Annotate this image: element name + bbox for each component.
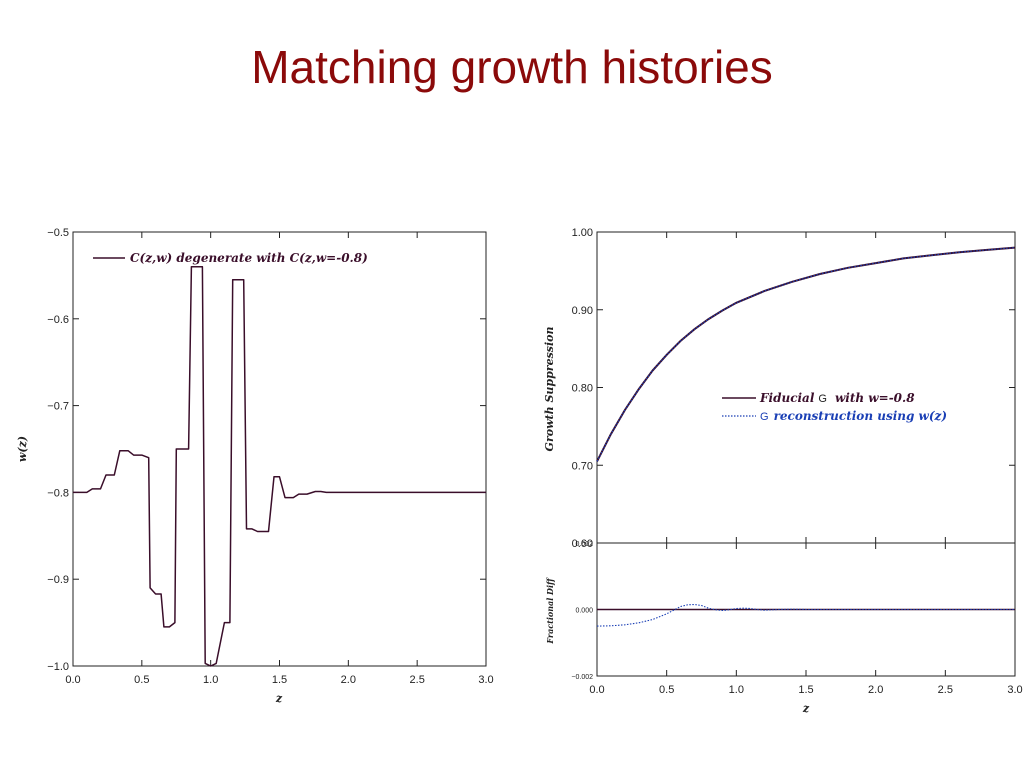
diff-line-1 [596,603,1015,627]
x-tick-label: 3.0 [1007,684,1022,696]
x-tick-label: 2.0 [868,684,883,696]
x-tick-label: 0.5 [134,674,149,686]
y-tick-label: −0.002 [571,674,593,681]
left-x-axis-label: z [275,692,283,705]
x-tick-label: 0.5 [659,684,674,696]
y-tick-label: −0.6 [47,314,69,326]
y-tick-label: 0.002 [575,541,593,548]
y-tick-label: 1.00 [572,227,593,239]
y-tick-label: 0.000 [575,608,593,615]
x-tick-label: 1.5 [272,674,287,686]
y-tick-label: 0.80 [572,383,593,395]
right-legend-fiducial-g: G [818,393,827,405]
left-plot-frame [72,231,487,667]
x-tick-label: 0.0 [589,684,604,696]
y-tick-label: 0.70 [572,460,593,472]
slide-title: Matching growth histories [251,41,773,93]
x-tick-label: 2.5 [410,674,425,686]
left-chart: 0.0 0.5 1.0 1.5 2.0 2.5 3.0 −0.5 −0.6 −0.7 −0.8 −0.… [16,227,494,705]
x-tick-label: 3.0 [478,674,493,686]
series-line-0 [73,265,486,667]
y-tick-label: −0.8 [47,487,69,499]
x-tick-label: 1.0 [203,674,218,686]
y-tick-label: −1.0 [47,661,69,673]
left-ticks: 0.0 0.5 1.0 1.5 2.0 2.5 3.0 −0.5 −0.6 −0.7 −0.8 −0.… [47,227,493,686]
x-tick-label: 2.0 [341,674,356,686]
right-top-lines [596,246,1016,462]
left-y-axis-label: w(z) [16,436,29,462]
series-line-0 [596,246,1016,462]
y-tick-label: 0.90 [572,305,593,317]
right-bottom-lines [596,603,1015,627]
x-tick-label: 0.0 [65,674,80,686]
right-legend-fiducial-prefix: Fiducial [759,391,815,405]
right-legend-reconstruction-suffix: reconstruction using w(z) [774,409,947,423]
right-bottom-y-axis-label: Fractional Diff [545,577,555,645]
y-tick-label: 0.60 [572,538,593,550]
left-legend-label: C(z,w) degenerate with C(z,w=-0.8) [130,251,368,265]
y-tick-label: −0.5 [47,227,69,239]
right-legend-fiducial-suffix: with w=-0.8 [835,391,915,405]
series-line-1 [596,247,1016,462]
y-tick-label: −0.9 [47,574,69,586]
y-tick-label: −0.7 [47,401,69,413]
x-tick-label: 1.0 [729,684,744,696]
right-legend-reconstruction-g: G [760,411,769,423]
right-bottom-ticks: 0.0 0.5 1.0 1.5 2.0 2.5 3.0 0.002 0.000 −0.002 [571,541,1022,696]
right-top-y-axis-label: Growth Suppression [543,327,556,452]
right-bottom-chart: 0.0 0.5 1.0 1.5 2.0 2.5 3.0 0.002 0.000 −0.002 Fr… [545,541,1023,715]
left-lines [73,265,486,667]
right-bottom-x-axis-label: z [802,702,810,715]
x-tick-label: 1.5 [798,684,813,696]
x-tick-label: 2.5 [938,684,953,696]
